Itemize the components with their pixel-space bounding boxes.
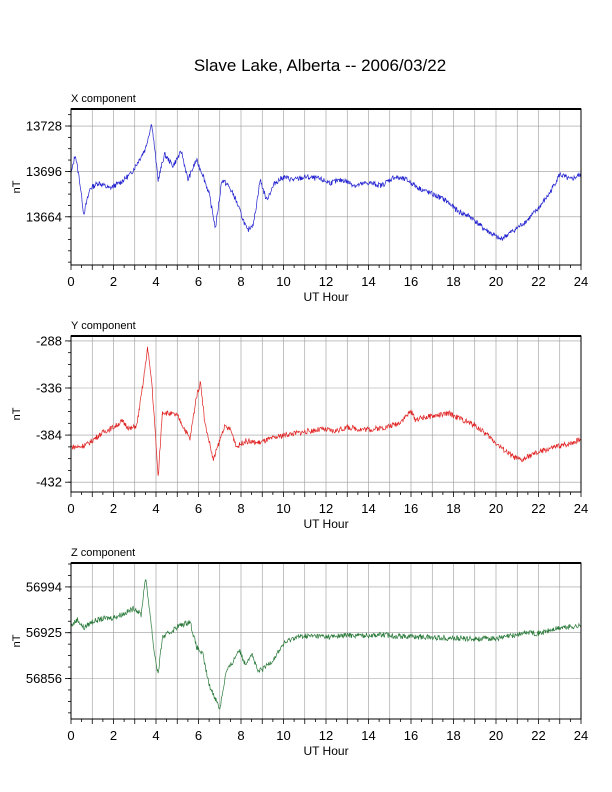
y-axis-label: nT xyxy=(11,180,23,193)
x-tick-label: 12 xyxy=(319,728,333,743)
y-tick-label: 13664 xyxy=(26,209,62,224)
series-line xyxy=(70,579,582,710)
x-tick-label: 20 xyxy=(489,501,503,516)
page-title: Slave Lake, Alberta -- 2006/03/22 xyxy=(193,56,447,75)
x-tick-label: 14 xyxy=(361,728,375,743)
x-tick-label: 20 xyxy=(489,728,503,743)
x-tick-label: 24 xyxy=(574,274,588,289)
x-tick-label: 8 xyxy=(237,728,244,743)
x-tick-label: 0 xyxy=(67,274,74,289)
x-tick-label: 16 xyxy=(404,274,418,289)
x-tick-label: 20 xyxy=(489,274,503,289)
x-tick-label: 4 xyxy=(152,728,159,743)
y-tick-label: -384 xyxy=(36,428,62,443)
y-tick-label: 56856 xyxy=(26,671,62,686)
x-tick-label: 2 xyxy=(110,728,117,743)
x-tick-label: 6 xyxy=(195,501,202,516)
y-axis-label: nT xyxy=(11,634,23,647)
y-tick-label: 56925 xyxy=(26,625,62,640)
panel-label: Y component xyxy=(71,320,136,332)
x-tick-label: 4 xyxy=(152,274,159,289)
x-tick-label: 22 xyxy=(531,274,545,289)
x-tick-label: 6 xyxy=(195,274,202,289)
x-tick-label: 14 xyxy=(361,274,375,289)
x-tick-label: 0 xyxy=(67,501,74,516)
x-tick-label: 24 xyxy=(574,501,588,516)
x-tick-label: 22 xyxy=(531,728,545,743)
y-tick-label: 13728 xyxy=(26,119,62,134)
x-axis-label: UT Hour xyxy=(303,290,348,304)
x-tick-label: 8 xyxy=(237,501,244,516)
x-tick-label: 12 xyxy=(319,501,333,516)
y-tick-label: 56994 xyxy=(26,579,62,594)
y-tick-label: 13696 xyxy=(26,164,62,179)
x-tick-label: 10 xyxy=(276,501,290,516)
y-tick-label: -432 xyxy=(36,475,62,490)
x-axis-label: UT Hour xyxy=(303,744,348,758)
x-tick-label: 6 xyxy=(195,728,202,743)
series-line xyxy=(70,346,582,476)
x-tick-label: 0 xyxy=(67,728,74,743)
x-tick-label: 4 xyxy=(152,501,159,516)
x-tick-label: 24 xyxy=(574,728,588,743)
x-tick-label: 12 xyxy=(319,274,333,289)
x-tick-label: 10 xyxy=(276,728,290,743)
y-tick-label: -336 xyxy=(36,381,62,396)
x-tick-label: 10 xyxy=(276,274,290,289)
x-tick-label: 16 xyxy=(404,501,418,516)
y-tick-label: -288 xyxy=(36,333,62,348)
x-axis-label: UT Hour xyxy=(303,517,348,531)
x-tick-label: 16 xyxy=(404,728,418,743)
x-tick-label: 18 xyxy=(446,274,460,289)
x-tick-label: 22 xyxy=(531,501,545,516)
x-tick-label: 14 xyxy=(361,501,375,516)
x-tick-label: 8 xyxy=(237,274,244,289)
x-tick-label: 18 xyxy=(446,501,460,516)
panel-label: X component xyxy=(71,93,136,105)
x-tick-label: 2 xyxy=(110,501,117,516)
x-tick-label: 2 xyxy=(110,274,117,289)
y-axis-label: nT xyxy=(11,407,23,420)
panel-label: Z component xyxy=(71,547,135,559)
x-tick-label: 18 xyxy=(446,728,460,743)
series-line xyxy=(70,124,582,241)
